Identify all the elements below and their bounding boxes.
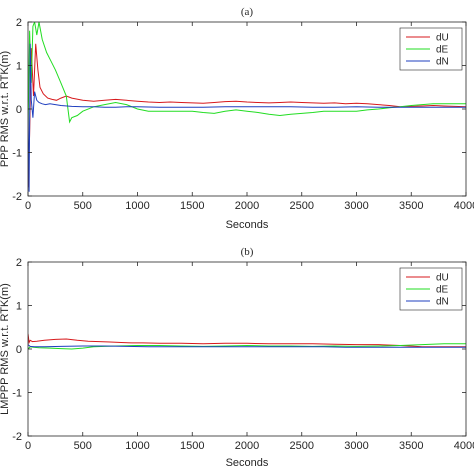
y-tick-label: 1: [16, 61, 22, 73]
x-tick-label: 4000: [454, 440, 474, 452]
y-tick-label: -1: [12, 148, 22, 160]
x-tick-label: 1000: [125, 200, 149, 212]
x-tick-label: 0: [25, 440, 31, 452]
panel-title: (a): [241, 6, 254, 18]
x-tick-label: 2500: [290, 440, 314, 452]
y-tick-label: 2: [16, 257, 22, 269]
x-tick-label: 2500: [290, 200, 314, 212]
legend-label-dN: dN: [436, 57, 449, 68]
y-tick-label: 2: [16, 17, 22, 29]
x-tick-label: 500: [74, 200, 92, 212]
y-tick-label: -1: [12, 388, 22, 400]
y-tick-label: 0: [16, 344, 22, 356]
legend-label-dE: dE: [436, 285, 449, 296]
panel-title: (b): [241, 246, 254, 258]
legend-label-dE: dE: [436, 45, 449, 56]
y-tick-label: 0: [16, 104, 22, 116]
x-tick-label: 4000: [454, 200, 474, 212]
x-tick-label: 1500: [180, 200, 204, 212]
legend-label-dN: dN: [436, 297, 449, 308]
y-tick-label: 1: [16, 301, 22, 313]
series-line-dU: [28, 43, 466, 188]
x-tick-label: 3000: [344, 440, 368, 452]
x-tick-label: 500: [74, 440, 92, 452]
y-tick-label: -2: [12, 191, 22, 203]
y-axis-label: PPP RMS w.r.t. RTK(m): [0, 51, 11, 167]
series-line-dN: [28, 43, 466, 192]
x-tick-label: 2000: [235, 440, 259, 452]
x-tick-label: 0: [25, 200, 31, 212]
legend-label-dU: dU: [436, 33, 449, 44]
x-tick-label: 3500: [399, 440, 423, 452]
y-axis-label: LMPPP RMS w.r.t. RTK(m): [0, 283, 11, 415]
series-line-dE: [28, 343, 466, 350]
y-tick-label: -2: [12, 431, 22, 443]
x-axis-label: Seconds: [226, 219, 269, 231]
x-tick-label: 1500: [180, 440, 204, 452]
chart-panel-b: 0 500 1000 1500 2000 2500 3000 3500 4000 -2 -1 0 1 2 (…: [0, 246, 474, 469]
x-tick-label: 1000: [125, 440, 149, 452]
x-axis-label: Seconds: [226, 457, 269, 469]
series-line-dE: [28, 22, 466, 131]
series-line-dU: [28, 333, 466, 348]
x-tick-label: 3000: [344, 200, 368, 212]
legend-label-dU: dU: [436, 273, 449, 284]
chart-panel-a: 0 500 1000 1500 2000 2500 3000 3500 4000 -2 -1 0 1 2 (…: [0, 6, 474, 231]
series-line-dN: [28, 344, 466, 348]
x-tick-label: 3500: [399, 200, 423, 212]
x-tick-label: 2000: [235, 200, 259, 212]
